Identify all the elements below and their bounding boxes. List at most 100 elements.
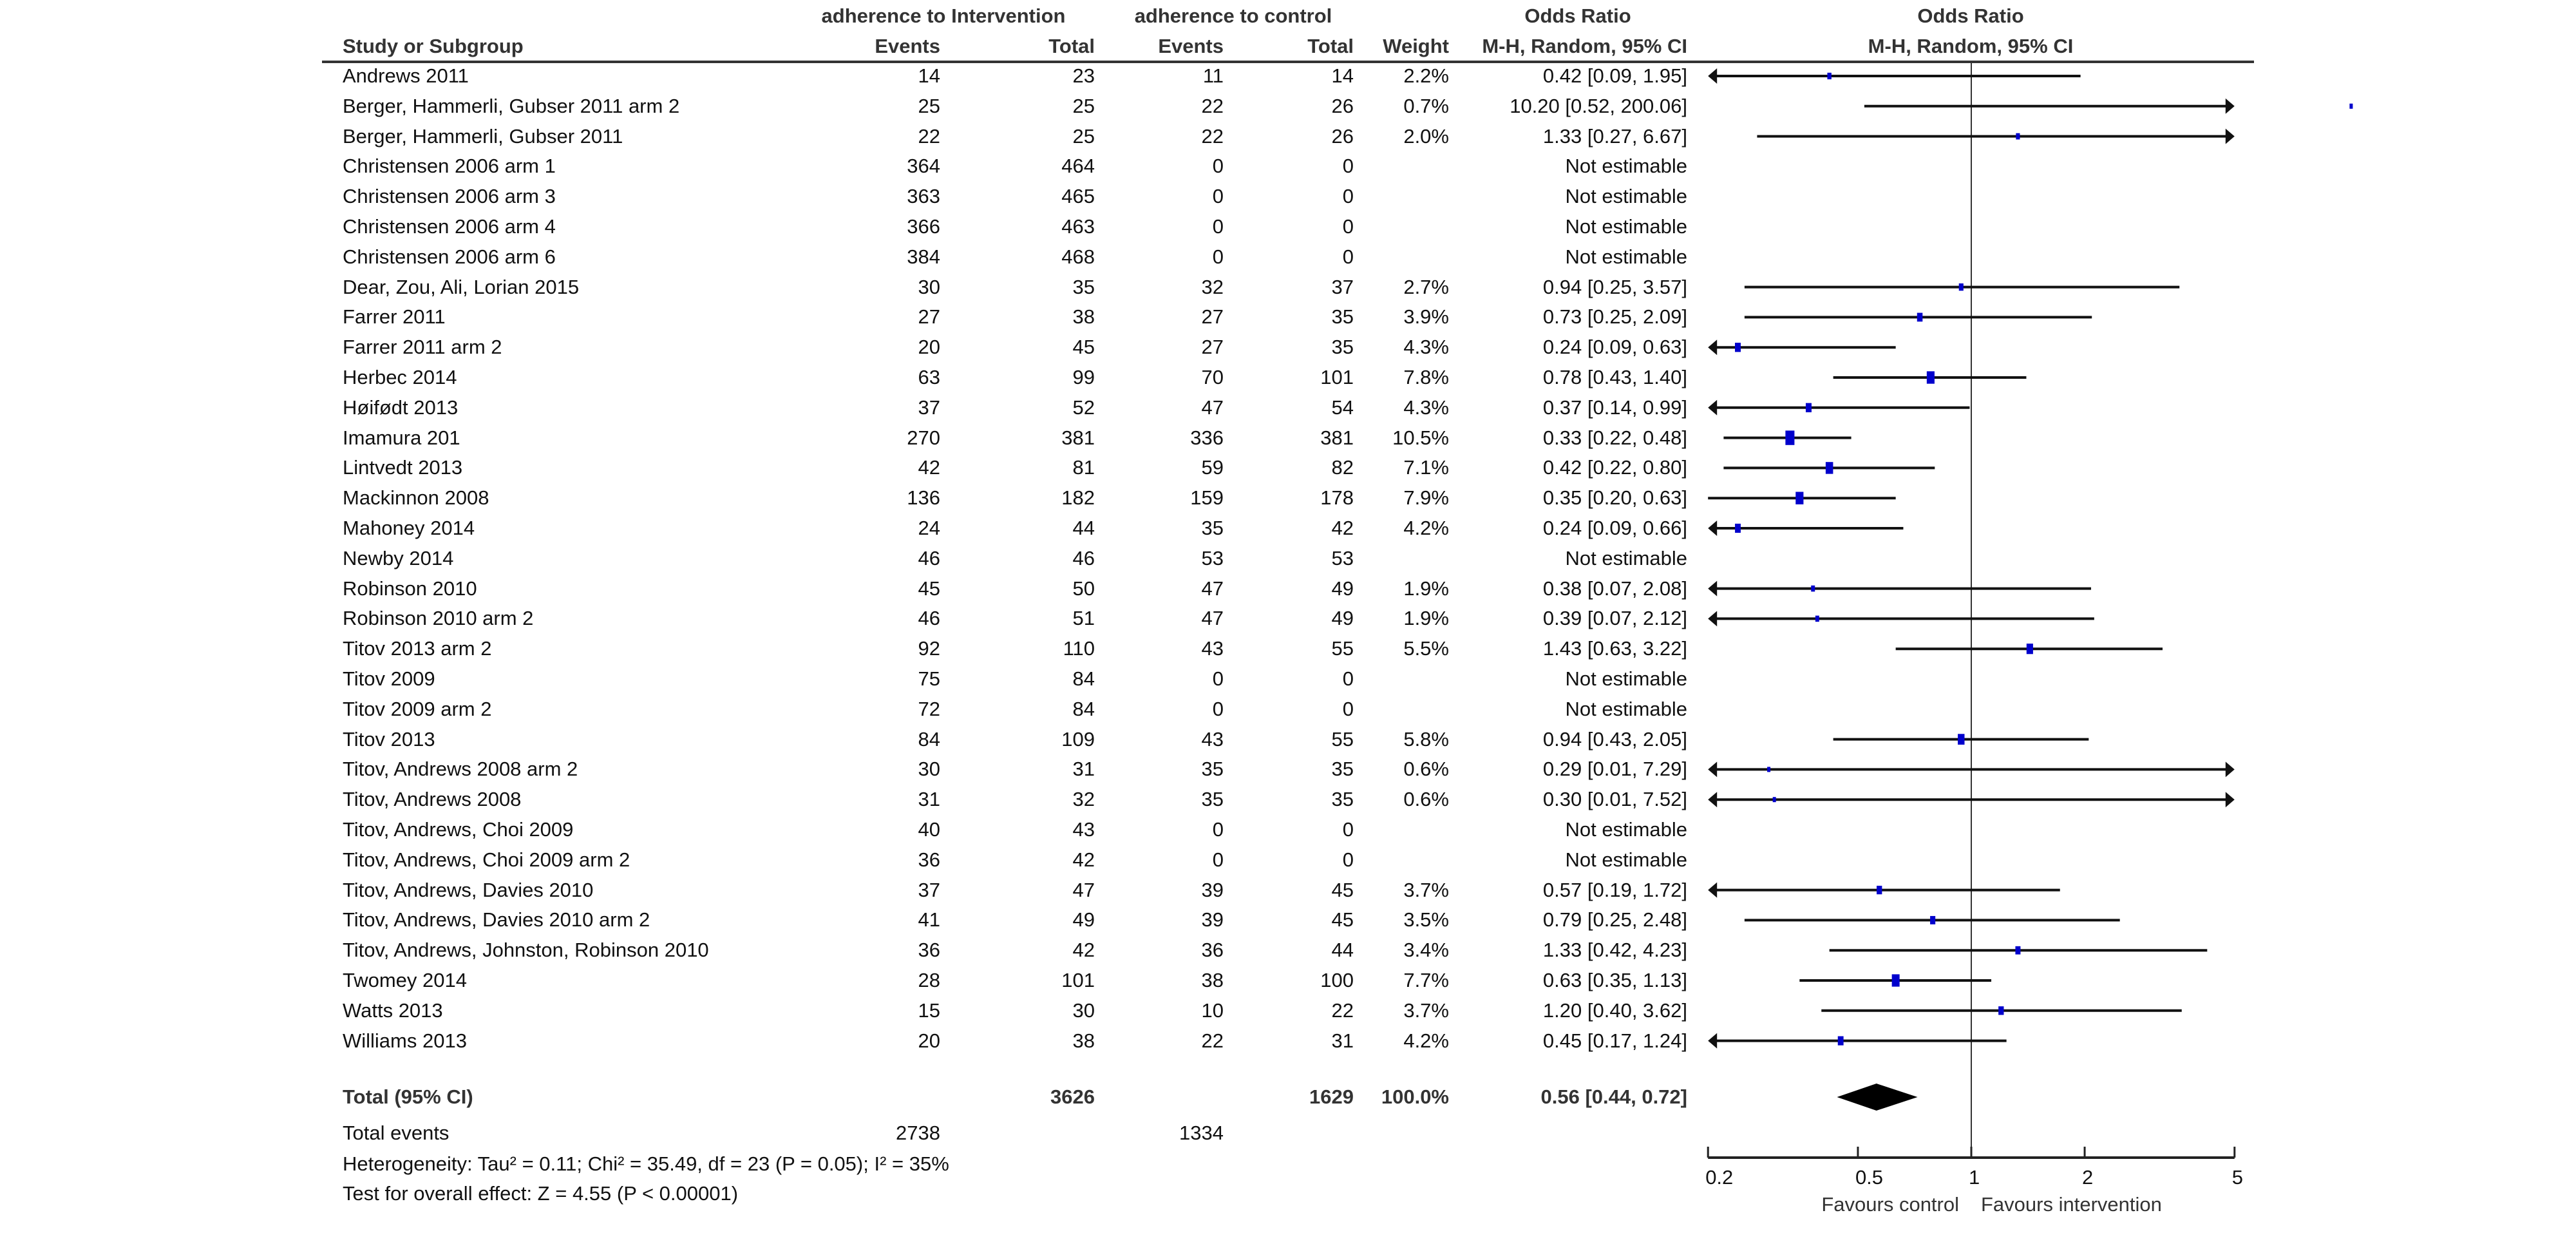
odds-ratio-ci: 0.42 [0.09, 1.95] [1542,64,1687,87]
total-intervention: 46 [1072,547,1095,569]
odds-ratio-ci: Not estimable [1565,848,1687,871]
events-intervention: 20 [918,1029,940,1052]
total-intervention: 32 [1072,788,1095,810]
weight: 1.9% [1403,577,1449,600]
events-control: 35 [1201,788,1224,810]
study-point [1825,462,1833,474]
total-control: 44 [1331,939,1354,961]
study-point [1958,734,1965,745]
weight: 5.5% [1403,637,1449,660]
study-name: Titov, Andrews, Davies 2010 arm 2 [343,908,650,931]
total-intervention: 84 [1072,698,1095,720]
odds-ratio-ci: 1.43 [0.63, 3.22] [1542,637,1687,660]
study-name: Titov, Andrews, Choi 2009 [343,818,574,841]
study-name: Christensen 2006 arm 6 [343,245,556,268]
weight: 7.9% [1403,486,1449,509]
events-intervention: 36 [918,848,940,871]
total-intervention: 30 [1072,999,1095,1022]
total-control: 53 [1331,547,1354,569]
events-intervention: 27 [918,305,940,328]
odds-ratio-ci: 0.39 [0.07, 2.12] [1542,607,1687,629]
events-control: 0 [1212,818,1224,841]
total-intervention: 109 [1061,728,1095,750]
events-control: 27 [1201,305,1224,328]
study-name: Titov 2009 arm 2 [343,698,492,720]
weight: 7.1% [1403,456,1449,479]
events-intervention: 28 [918,969,940,991]
total-control: 26 [1331,95,1354,117]
odds-ratio-ci: 0.24 [0.09, 0.63] [1542,336,1687,358]
axis-tick-label: 5 [2231,1166,2244,1189]
events-intervention: 136 [907,486,940,509]
study-name: Titov 2013 [343,728,435,750]
total-intervention: 99 [1072,366,1095,388]
study-point [1837,1036,1844,1046]
ci-arrow-left [1708,399,1718,416]
odds-ratio-ci: 0.37 [0.14, 0.99] [1542,396,1687,419]
events-intervention: 270 [907,426,940,449]
favours-control-label: Favours control [1821,1193,1959,1216]
weight: 2.7% [1403,276,1449,298]
header-or-method: M-H, Random, 95% CI [1482,35,1687,57]
events-control: 47 [1201,396,1224,419]
study-point [1917,312,1923,322]
pooled-diamond [1837,1084,1918,1111]
weight: 2.0% [1403,125,1449,148]
header-group-control: adherence to control [1134,5,1332,27]
study-point [2015,946,2021,955]
odds-ratio-ci: 0.57 [0.19, 1.72] [1542,879,1687,901]
total-control: 0 [1342,245,1354,268]
events-control: 43 [1201,637,1224,660]
total-control: 26 [1331,125,1354,148]
total-control: 55 [1331,637,1354,660]
odds-ratio-ci: Not estimable [1565,818,1687,841]
events-control: 47 [1201,607,1224,629]
odds-ratio-ci: 0.33 [0.22, 0.48] [1542,426,1687,449]
ci-arrow-left [1708,882,1718,898]
total-control: 101 [1320,366,1354,388]
total-control: 35 [1331,336,1354,358]
odds-ratio-ci: Not estimable [1565,698,1687,720]
weight: 4.2% [1403,517,1449,539]
study-name: Titov, Andrews, Choi 2009 arm 2 [343,848,630,871]
study-name: Farrer 2011 [343,305,446,328]
study-name: Williams 2013 [343,1029,467,1052]
weight: 2.2% [1403,64,1449,87]
odds-ratio-ci: 1.20 [0.40, 3.62] [1542,999,1687,1022]
total-events-label: Total events [343,1122,450,1144]
study-name: Titov, Andrews, Johnston, Robinson 2010 [343,939,709,961]
study-name: Mahoney 2014 [343,517,475,539]
weight: 3.9% [1403,305,1449,328]
study-name: Robinson 2010 arm 2 [343,607,534,629]
total-control: 45 [1331,908,1354,931]
study-name: Titov, Andrews 2008 arm 2 [343,758,578,780]
weight: 4.3% [1403,396,1449,419]
study-point [1958,283,1964,291]
events-intervention: 14 [918,64,940,87]
events-intervention: 42 [918,456,940,479]
weight: 0.6% [1403,788,1449,810]
total-control: 14 [1331,64,1354,87]
total-intervention: 468 [1061,245,1095,268]
study-point [1827,72,1832,80]
total-intervention: 381 [1061,426,1095,449]
total-control: 0 [1342,667,1354,690]
events-control: 11 [1202,64,1224,87]
total-control: 55 [1331,728,1354,750]
total-intervention: 38 [1072,1029,1095,1052]
header-plot-method: M-H, Random, 95% CI [1868,35,2074,57]
total-intervention: 23 [1072,64,1095,87]
total-control: 0 [1342,185,1354,207]
ci-arrow-left [1708,761,1718,778]
total-control: 45 [1331,879,1354,901]
total-control: 35 [1331,788,1354,810]
ci-arrow-left [1708,68,1718,84]
header-rule [322,61,2254,63]
odds-ratio-ci: 0.24 [0.09, 0.66] [1542,517,1687,539]
events-intervention: 363 [907,185,940,207]
odds-ratio-ci: 0.35 [0.20, 0.63] [1542,486,1687,509]
study-point [1767,767,1771,772]
events-intervention: 41 [918,908,940,931]
header-weight: Weight [1383,35,1449,57]
total-events-control: 1334 [1179,1122,1224,1144]
